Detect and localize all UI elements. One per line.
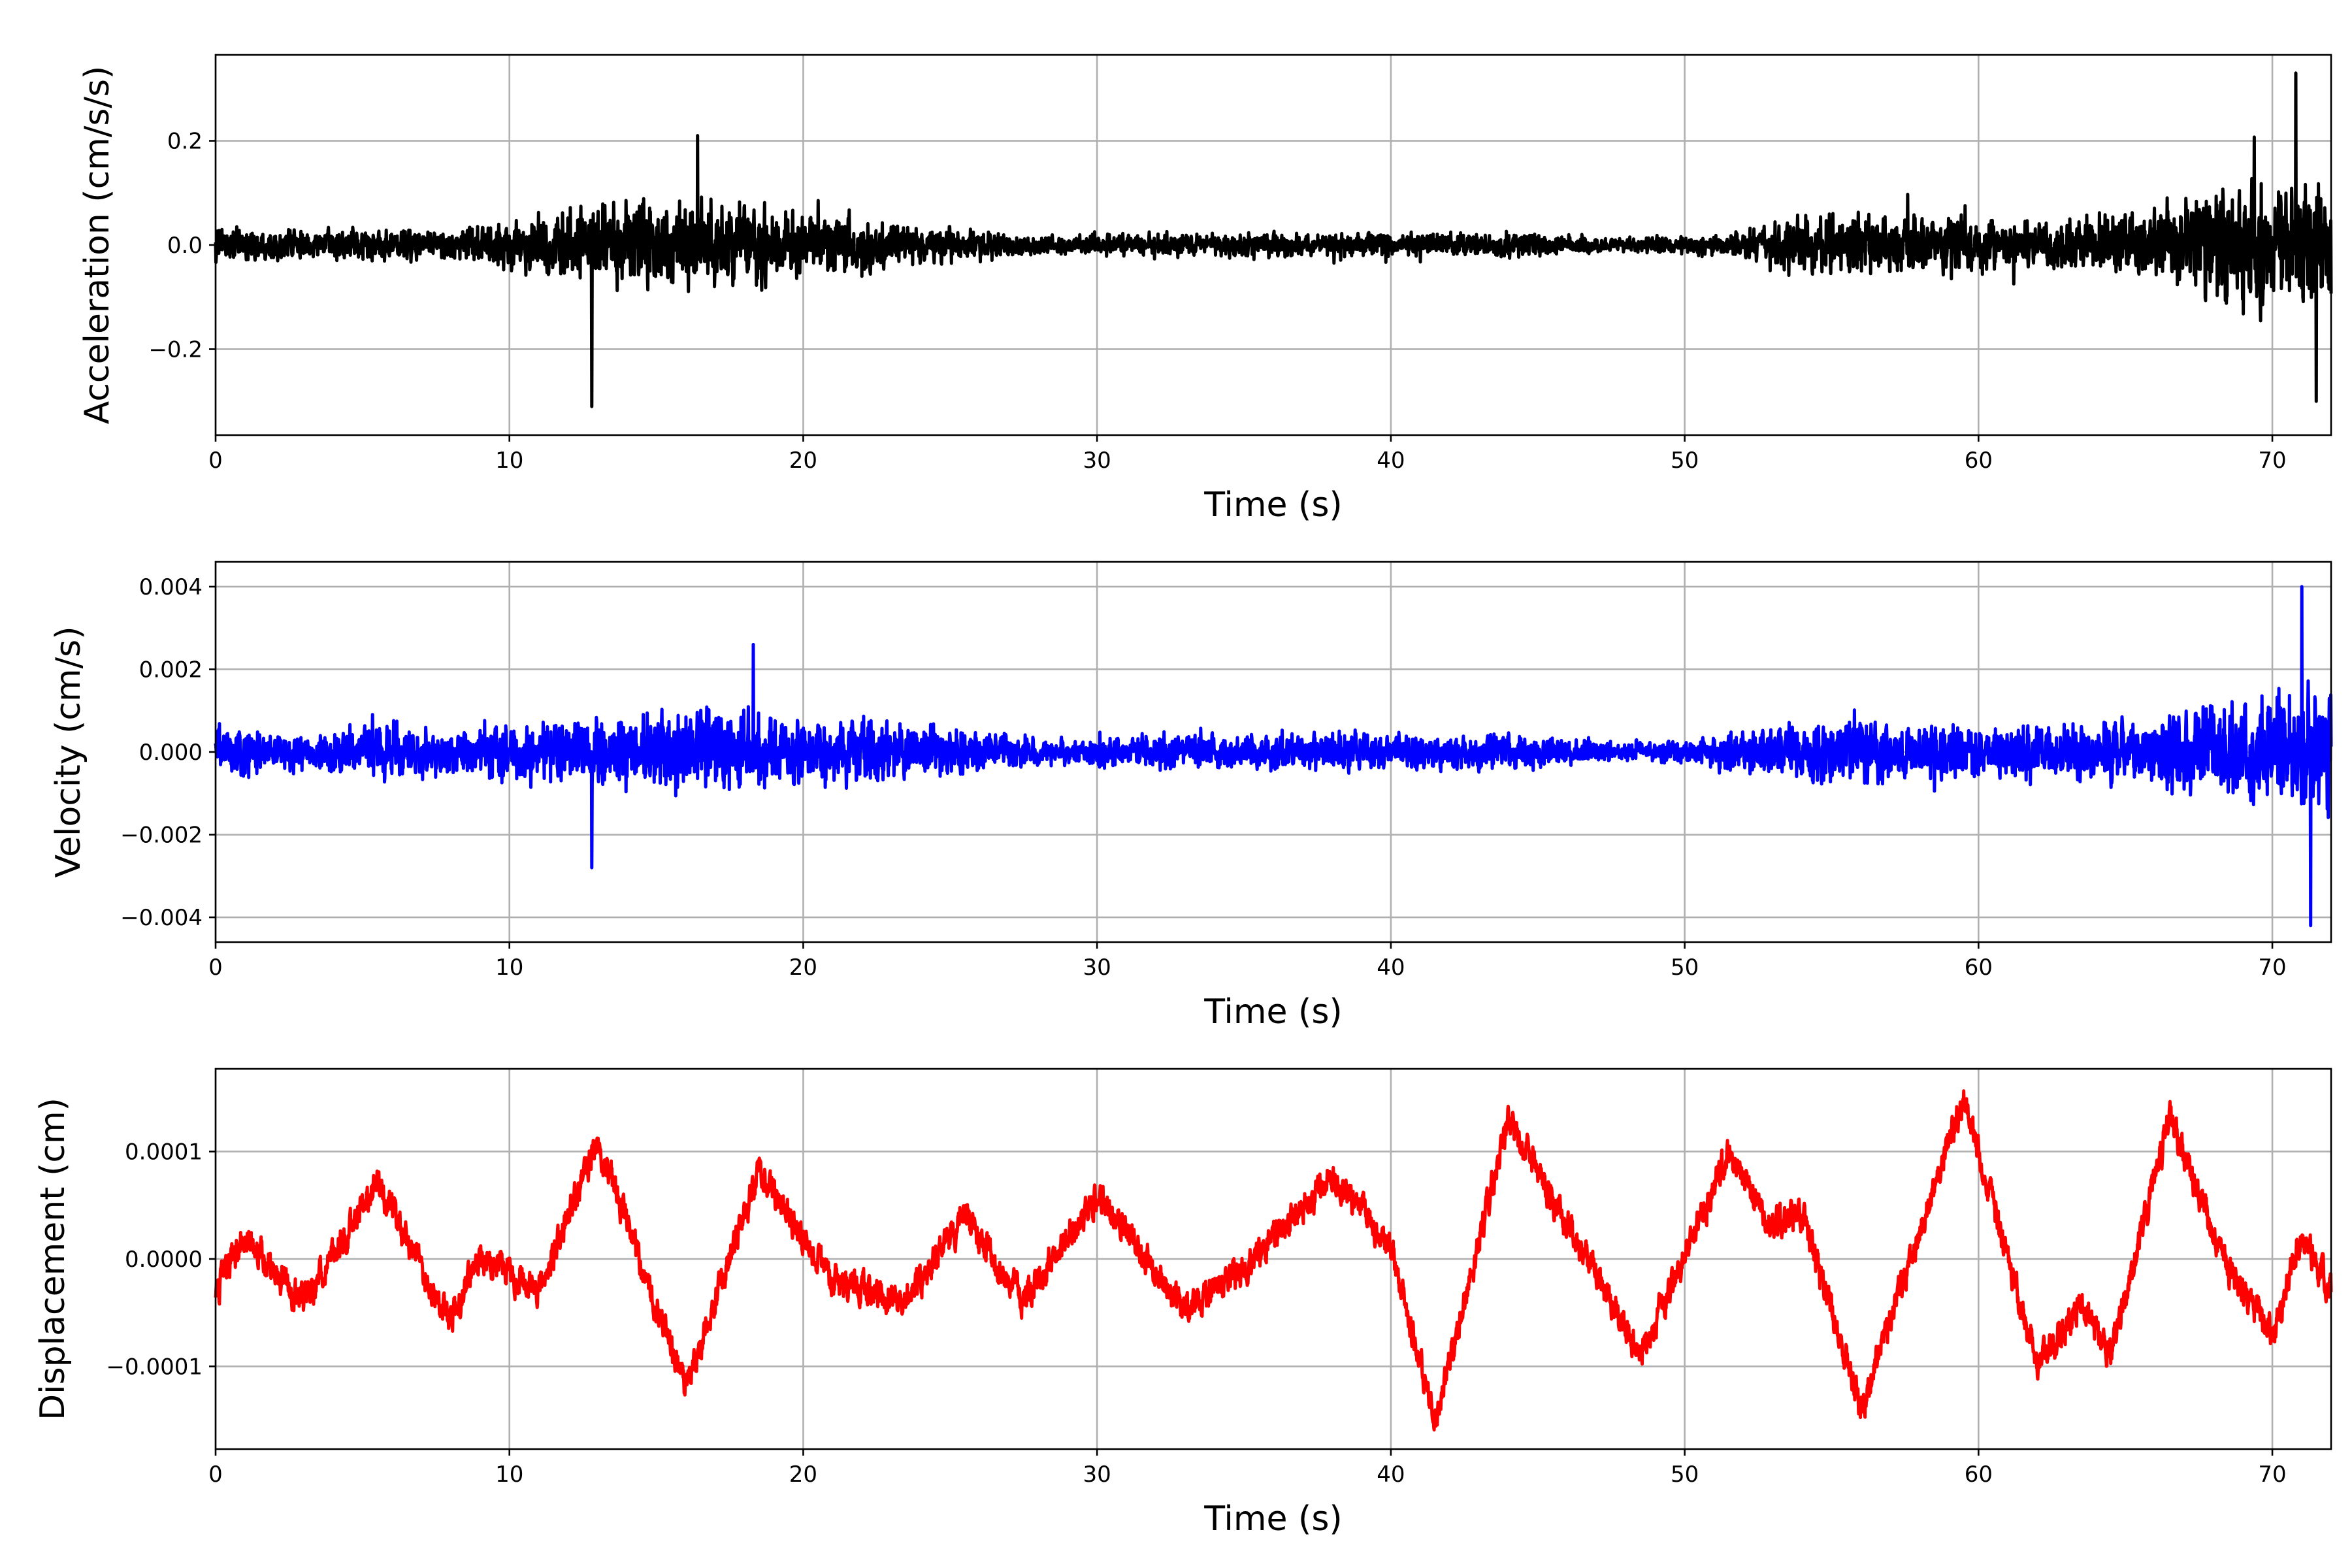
x-tick-label: 40 [1377,448,1405,474]
x-tick-label: 0 [208,448,223,474]
displacement-panel: 0 10 20 30 40 50 60 70 −0.0001 0.0000 0.0001 Time … [33,1068,2333,1539]
x-tick-label: 0 [208,1462,223,1488]
displacement-ticks: 0 10 20 30 40 50 60 70 −0.0001 0.0000 0.0001 [106,1139,2287,1488]
displacement-x-axis-label: Time (s) [1203,1499,1342,1539]
x-tick-label: 60 [1965,1462,1993,1488]
acceleration-y-axis-label: Acceleration (cm/s/s) [78,66,117,425]
y-tick-label: −0.0001 [106,1354,203,1380]
x-tick-label: 10 [495,448,523,474]
acceleration-x-axis-label: Time (s) [1203,485,1342,525]
x-tick-label: 0 [208,955,223,981]
acceleration-ticks: 0 10 20 30 40 50 60 70 −0.2 0.0 0.2 [148,129,2286,474]
y-tick-label: 0.2 [167,129,203,155]
x-tick-label: 70 [2258,955,2286,981]
velocity-series-line [214,585,2333,928]
y-tick-label: 0.0001 [125,1139,203,1166]
x-tick-label: 10 [495,1462,523,1488]
velocity-ticks: 0 10 20 30 40 50 60 70 −0.004 −0.002 0.000 0.002 0.0… [120,574,2287,981]
acceleration-series-line [214,71,2333,408]
x-tick-label: 60 [1965,448,1993,474]
displacement-series-line [214,1089,2333,1432]
x-tick-label: 70 [2258,448,2286,474]
acceleration-panel: 0 10 20 30 40 50 60 70 −0.2 0.0 0.2 Time (s) Accel… [78,54,2333,525]
x-tick-label: 40 [1377,1462,1405,1488]
x-tick-label: 50 [1671,955,1699,981]
x-tick-label: 40 [1377,955,1405,981]
y-tick-label: 0.002 [139,657,203,683]
velocity-x-axis-label: Time (s) [1203,992,1342,1032]
x-tick-label: 20 [789,1462,817,1488]
displacement-y-axis-label: Displacement (cm) [33,1098,73,1420]
x-tick-label: 10 [495,955,523,981]
x-tick-label: 60 [1965,955,1993,981]
velocity-panel: 0 10 20 30 40 50 60 70 −0.004 −0.002 0.000 0.002 0.0… [49,561,2333,1032]
y-tick-label: 0.004 [139,574,203,600]
x-tick-label: 30 [1083,448,1111,474]
x-tick-label: 20 [789,955,817,981]
y-tick-label: 0.0000 [125,1247,203,1273]
velocity-y-axis-label: Velocity (cm/s) [49,627,88,878]
x-tick-label: 50 [1671,1462,1699,1488]
x-tick-label: 30 [1083,1462,1111,1488]
x-tick-label: 30 [1083,955,1111,981]
y-tick-label: −0.004 [120,905,203,931]
y-tick-label: 0.000 [139,740,203,766]
y-tick-label: 0.0 [167,233,203,259]
x-tick-label: 50 [1671,448,1699,474]
x-tick-label: 70 [2258,1462,2286,1488]
x-tick-label: 20 [789,448,817,474]
y-tick-label: −0.2 [148,336,203,363]
y-tick-label: −0.002 [120,823,203,849]
